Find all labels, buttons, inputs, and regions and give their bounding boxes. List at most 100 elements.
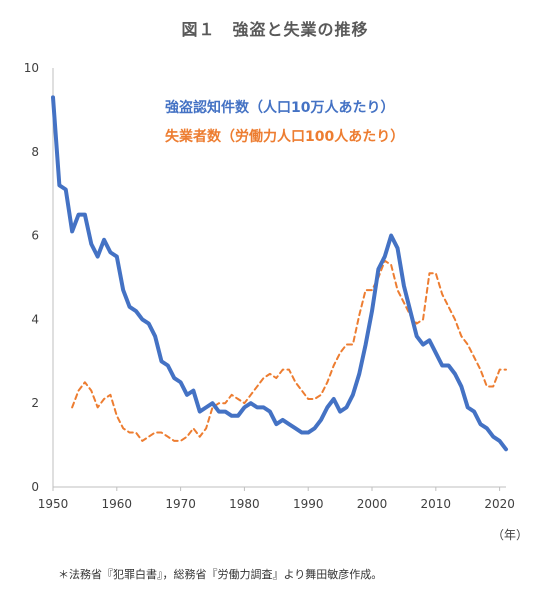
data-point <box>422 344 423 345</box>
data-point <box>212 403 213 404</box>
robbery-series-line <box>51 95 508 452</box>
data-point <box>359 315 360 316</box>
data-point <box>391 264 392 265</box>
data-point <box>493 386 494 387</box>
data-point <box>480 424 481 425</box>
data-point <box>384 256 385 257</box>
data-point <box>225 411 226 412</box>
data-point <box>365 289 366 290</box>
data-point <box>199 411 200 412</box>
data-point <box>180 440 181 441</box>
data-point <box>263 377 264 378</box>
data-point <box>333 398 334 399</box>
x-tick-label: 1980 <box>229 497 260 511</box>
data-point <box>263 407 264 408</box>
x-tick-label: 1960 <box>102 497 133 511</box>
data-point <box>135 310 136 311</box>
data-point <box>435 352 436 353</box>
data-point <box>218 403 219 404</box>
chart-legend: 強盗認知件数（人口10万人あたり） 失業者数（労働力人口100人あたり） <box>165 99 404 145</box>
data-point <box>346 344 347 345</box>
data-point <box>454 373 455 374</box>
data-point <box>186 436 187 437</box>
data-point <box>403 302 404 303</box>
data-point <box>416 336 417 337</box>
data-point <box>97 407 98 408</box>
data-point <box>231 415 232 416</box>
x-tick-label: 2000 <box>357 497 388 511</box>
x-tick-label: 1970 <box>165 497 196 511</box>
data-point <box>225 403 226 404</box>
data-point <box>308 398 309 399</box>
data-point <box>416 323 417 324</box>
data-point <box>257 407 258 408</box>
data-point <box>103 239 104 240</box>
data-point <box>244 403 245 404</box>
data-point <box>505 449 506 450</box>
chart-series <box>51 95 508 452</box>
data-point <box>442 365 443 366</box>
data-point <box>84 382 85 383</box>
data-point <box>346 407 347 408</box>
y-tick-label: 2 <box>31 396 39 410</box>
data-point <box>142 440 143 441</box>
data-point <box>116 415 117 416</box>
data-point <box>429 273 430 274</box>
data-point <box>237 398 238 399</box>
x-tick-label: 1950 <box>38 497 69 511</box>
data-point <box>422 319 423 320</box>
data-point <box>167 436 168 437</box>
data-point <box>244 407 245 408</box>
data-point <box>174 440 175 441</box>
data-point <box>110 252 111 253</box>
data-point <box>327 407 328 408</box>
data-point <box>269 411 270 412</box>
data-point <box>135 432 136 433</box>
data-point <box>448 306 449 307</box>
data-point <box>78 390 79 391</box>
data-point <box>480 369 481 370</box>
data-point <box>505 369 506 370</box>
x-tick-label: 2010 <box>421 497 452 511</box>
legend-entry: 失業者数（労働力人口100人あたり） <box>165 128 404 145</box>
data-point <box>237 415 238 416</box>
data-point <box>116 256 117 257</box>
y-tick-label: 8 <box>31 145 39 159</box>
data-point <box>288 369 289 370</box>
data-point <box>473 357 474 358</box>
data-point <box>320 419 321 420</box>
data-point <box>103 398 104 399</box>
data-point <box>91 243 92 244</box>
data-point <box>295 382 296 383</box>
data-point <box>454 319 455 320</box>
data-point <box>257 386 258 387</box>
x-tick-label: 2020 <box>484 497 515 511</box>
data-point <box>206 428 207 429</box>
data-point <box>193 428 194 429</box>
data-point <box>97 256 98 257</box>
data-point <box>429 340 430 341</box>
data-point <box>371 310 372 311</box>
data-point <box>142 319 143 320</box>
data-point <box>371 289 372 290</box>
data-point <box>340 411 341 412</box>
data-point <box>403 285 404 286</box>
data-point <box>91 390 92 391</box>
data-point <box>461 386 462 387</box>
y-tick-label: 4 <box>31 312 39 326</box>
data-point <box>148 436 149 437</box>
data-point <box>397 289 398 290</box>
data-point <box>129 306 130 307</box>
data-point <box>320 394 321 395</box>
data-point <box>84 214 85 215</box>
data-point <box>72 231 73 232</box>
legend-entry: 強盗認知件数（人口10万人あたり） <box>165 99 394 116</box>
data-point <box>250 394 251 395</box>
data-point <box>352 394 353 395</box>
data-point <box>59 185 60 186</box>
data-point <box>282 419 283 420</box>
y-tick-label: 0 <box>31 480 39 494</box>
data-point <box>174 377 175 378</box>
data-point <box>448 365 449 366</box>
